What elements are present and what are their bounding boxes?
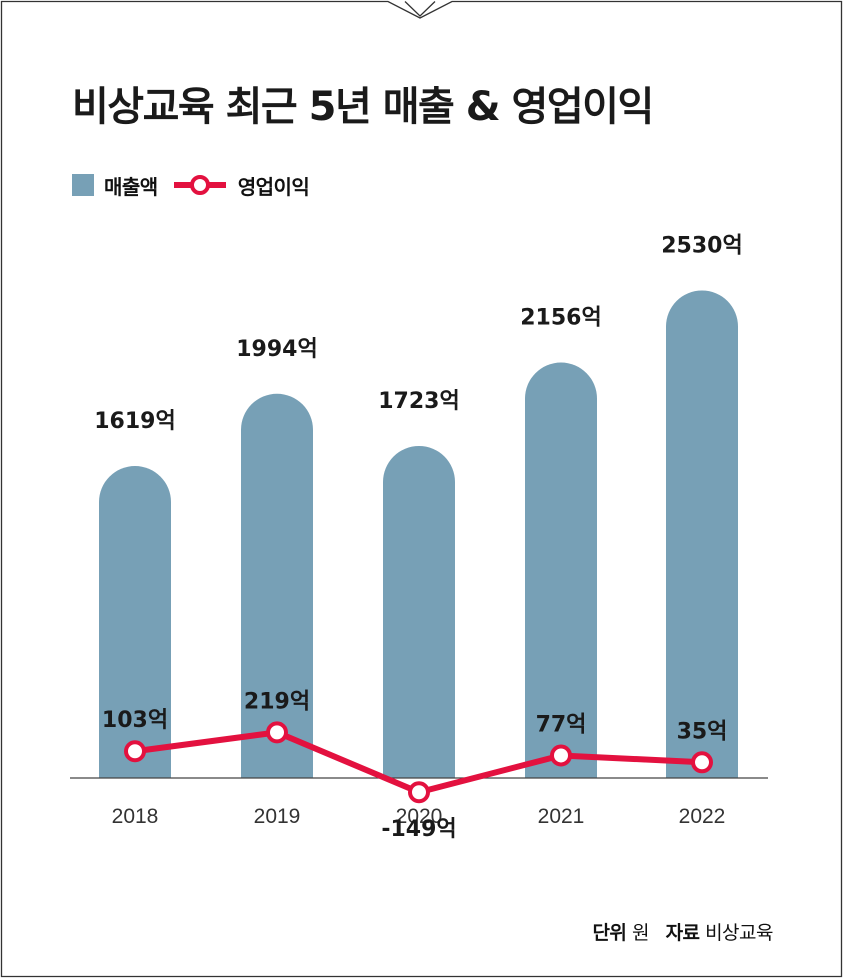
x-tick-label-2018: 2018 [112, 805, 159, 828]
x-tick-label-2020: 2020 [396, 805, 443, 828]
profit-point-2021 [550, 744, 572, 767]
profit-point-2022 [691, 751, 713, 774]
x-tick-label-2022: 2022 [679, 805, 726, 828]
legend-line-label: 영업이익 [237, 174, 310, 199]
bar-value-label-2019: 1994억 [236, 337, 317, 362]
profit-value-label-2021: 77억 [536, 712, 587, 737]
footer-note: 단위 원 자료 비상교육 [592, 918, 773, 945]
profit-value-label-2018: 103억 [102, 708, 168, 733]
legend-bar-label: 매출액 [104, 174, 158, 199]
unit-value: 원 [631, 922, 649, 944]
legend-line-marker [173, 175, 226, 195]
bar-value-label-2021: 2156억 [520, 306, 601, 331]
source-key: 자료 [665, 922, 700, 944]
bar-2022 [666, 290, 738, 778]
x-tick-label-2021: 2021 [538, 805, 585, 828]
profit-value-label-2020: -149억 [381, 817, 456, 842]
bar-2021 [525, 362, 597, 778]
profit-point-2019 [266, 721, 288, 744]
profit-point-2018 [124, 740, 146, 763]
bar-2018 [99, 466, 171, 778]
source-value: 비상교육 [705, 922, 773, 944]
profit-value-label-2019: 219억 [244, 689, 310, 714]
chart-title: 비상교육 최근 5년 매출 & 영업이익 [72, 84, 654, 130]
bar-2019 [241, 393, 313, 778]
bar-value-label-2020: 1723억 [378, 389, 459, 414]
bar-value-label-2018: 1619억 [94, 409, 175, 434]
profit-value-label-2022: 35억 [677, 719, 728, 744]
unit-key: 단위 [592, 922, 627, 944]
legend-bar-swatch [72, 174, 94, 196]
legend: 매출액 영업이익 [72, 171, 323, 199]
bar-value-label-2022: 2530억 [661, 233, 742, 258]
profit-point-2020 [408, 781, 430, 804]
bar-2020 [383, 445, 455, 778]
x-tick-label-2019: 2019 [254, 805, 301, 828]
